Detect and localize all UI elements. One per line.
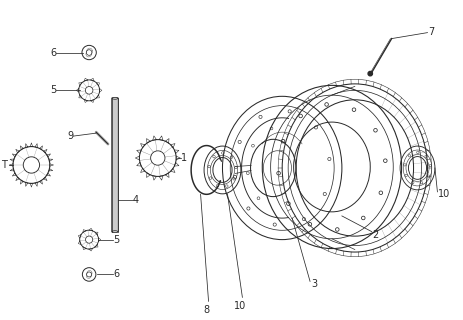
Text: 3: 3 <box>311 279 317 289</box>
Text: 10: 10 <box>234 301 246 311</box>
Text: 7: 7 <box>428 27 435 36</box>
Text: 5: 5 <box>113 235 119 244</box>
Text: 10: 10 <box>438 189 450 199</box>
FancyBboxPatch shape <box>112 98 118 232</box>
Text: 6: 6 <box>50 48 56 58</box>
Circle shape <box>368 71 372 76</box>
Text: 8: 8 <box>204 305 210 315</box>
Text: 2: 2 <box>373 230 379 240</box>
Ellipse shape <box>112 231 118 233</box>
Text: 9: 9 <box>67 131 73 141</box>
Ellipse shape <box>112 97 118 99</box>
Text: 1: 1 <box>181 153 187 163</box>
Text: 6: 6 <box>113 269 119 279</box>
Text: T: T <box>0 160 6 170</box>
Text: 5: 5 <box>50 85 56 95</box>
Text: 4: 4 <box>133 195 139 205</box>
